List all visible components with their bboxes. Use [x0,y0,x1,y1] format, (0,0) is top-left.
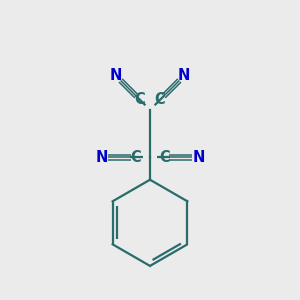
Text: N: N [110,68,122,83]
Text: C: C [159,150,169,165]
Text: C: C [134,92,145,107]
Text: C: C [155,92,166,107]
Text: N: N [178,68,190,83]
Text: N: N [95,150,108,165]
Text: C: C [130,150,141,165]
Text: N: N [192,150,205,165]
